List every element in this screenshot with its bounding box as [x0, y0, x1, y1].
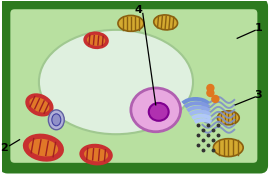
Ellipse shape [26, 94, 53, 116]
Ellipse shape [24, 135, 63, 161]
Ellipse shape [84, 32, 108, 48]
Ellipse shape [87, 35, 105, 45]
Ellipse shape [85, 148, 107, 161]
Ellipse shape [213, 139, 243, 157]
Circle shape [207, 90, 214, 96]
Ellipse shape [118, 15, 144, 31]
Circle shape [212, 95, 219, 102]
Ellipse shape [30, 98, 49, 112]
Circle shape [207, 85, 214, 92]
Ellipse shape [39, 30, 193, 134]
FancyBboxPatch shape [9, 7, 259, 165]
Text: 4: 4 [135, 5, 143, 15]
Ellipse shape [29, 139, 58, 156]
Text: 1: 1 [254, 23, 262, 33]
Text: 2: 2 [0, 143, 7, 153]
Text: 3: 3 [254, 90, 262, 100]
Ellipse shape [80, 145, 112, 165]
FancyBboxPatch shape [0, 0, 268, 173]
Ellipse shape [48, 110, 64, 130]
Ellipse shape [52, 114, 61, 126]
Ellipse shape [154, 15, 177, 30]
Ellipse shape [217, 111, 239, 125]
Ellipse shape [131, 88, 181, 132]
Ellipse shape [149, 103, 169, 121]
